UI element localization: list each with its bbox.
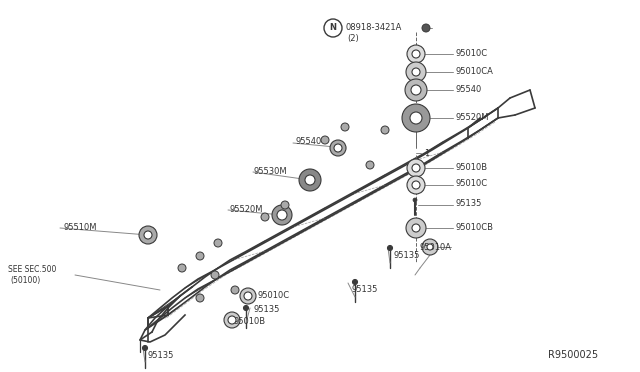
Circle shape [412,224,420,232]
Text: N: N [330,23,337,32]
Circle shape [224,312,240,328]
Circle shape [407,176,425,194]
Circle shape [410,112,422,124]
Text: 95520M: 95520M [229,205,262,214]
Text: 08918-3421A: 08918-3421A [345,22,401,32]
Text: 95520M: 95520M [456,112,490,122]
Circle shape [305,175,315,185]
Text: 95135: 95135 [253,305,280,314]
Circle shape [412,181,420,189]
Circle shape [272,205,292,225]
Circle shape [412,50,420,58]
Circle shape [341,123,349,131]
Text: 95135: 95135 [393,250,419,260]
Text: 95010CB: 95010CB [456,222,494,231]
Text: 95135: 95135 [148,352,174,360]
Circle shape [366,161,374,169]
Circle shape [139,226,157,244]
Circle shape [211,271,219,279]
Circle shape [240,288,256,304]
Text: 95010C: 95010C [456,49,488,58]
Circle shape [214,239,222,247]
Circle shape [324,19,342,37]
Circle shape [330,140,346,156]
Circle shape [407,159,425,177]
Text: 95010B: 95010B [456,163,488,171]
Circle shape [334,144,342,152]
Circle shape [402,104,430,132]
Circle shape [406,62,426,82]
Text: 95530M: 95530M [254,167,287,176]
Circle shape [321,136,329,144]
Text: SEE SEC.500: SEE SEC.500 [8,266,56,275]
Circle shape [243,305,248,311]
Circle shape [413,198,417,202]
Circle shape [405,79,427,101]
Text: 95510M: 95510M [63,224,97,232]
Circle shape [231,286,239,294]
Text: 95540: 95540 [295,138,321,147]
Circle shape [422,24,430,32]
Text: 95010A: 95010A [420,244,452,253]
Circle shape [422,239,438,255]
Text: 95010CA: 95010CA [456,67,494,76]
Text: R9500025: R9500025 [548,350,598,360]
Text: (50100): (50100) [10,276,40,285]
Circle shape [353,279,358,285]
Circle shape [261,213,269,221]
Circle shape [411,85,421,95]
Text: 95135: 95135 [456,199,483,208]
Circle shape [299,169,321,191]
Circle shape [228,316,236,324]
Circle shape [196,294,204,302]
Circle shape [143,346,147,350]
Circle shape [406,218,426,238]
Circle shape [277,210,287,220]
Text: 1: 1 [424,148,429,157]
Circle shape [244,292,252,300]
Circle shape [196,252,204,260]
Circle shape [427,244,433,250]
Circle shape [407,45,425,63]
Circle shape [281,201,289,209]
Circle shape [178,264,186,272]
Circle shape [412,68,420,76]
Circle shape [412,164,420,172]
Text: 95010C: 95010C [258,292,290,301]
Circle shape [381,126,389,134]
Circle shape [144,231,152,239]
Text: (2): (2) [347,35,359,44]
Circle shape [387,246,392,250]
Text: 95010B: 95010B [233,317,265,327]
Text: 95135: 95135 [352,285,378,295]
Text: 95010C: 95010C [456,180,488,189]
Text: 95540: 95540 [456,84,483,93]
